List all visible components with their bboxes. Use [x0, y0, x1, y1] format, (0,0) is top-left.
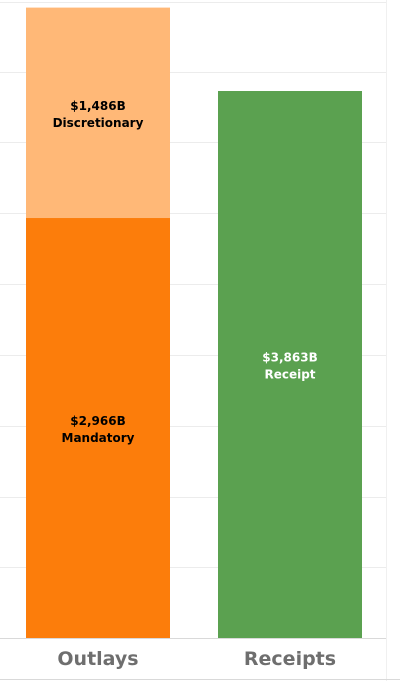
- category-axis: Outlays Receipts: [57, 648, 336, 670]
- bar-segment-discretionary[interactable]: [26, 7, 170, 219]
- category-label-receipts: Receipts: [244, 648, 336, 670]
- data-label-value: $2,966B: [70, 414, 125, 428]
- category-label-outlays: Outlays: [57, 648, 138, 670]
- data-label-value: $3,863B: [262, 350, 317, 364]
- data-label-value: $1,486B: [70, 99, 125, 113]
- segment-labels: $2,966B Mandatory $1,486B Discretionary $3,8…: [53, 99, 318, 445]
- bar-segment-mandatory[interactable]: [26, 218, 170, 638]
- bar-segment-receipt[interactable]: [218, 90, 362, 638]
- data-label-name: Discretionary: [53, 116, 144, 130]
- data-label-name: Receipt: [264, 367, 315, 381]
- bars: [26, 7, 362, 638]
- data-label-name: Mandatory: [62, 431, 135, 445]
